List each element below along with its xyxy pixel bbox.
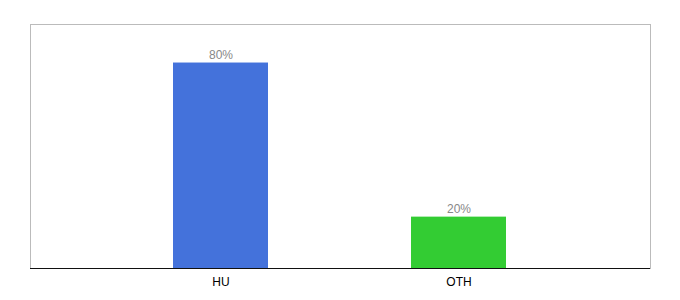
svg-text:80%: 80% <box>209 48 233 62</box>
svg-text:20%: 20% <box>447 202 471 216</box>
svg-text:HU: HU <box>212 275 229 289</box>
svg-text:OTH: OTH <box>446 275 471 289</box>
